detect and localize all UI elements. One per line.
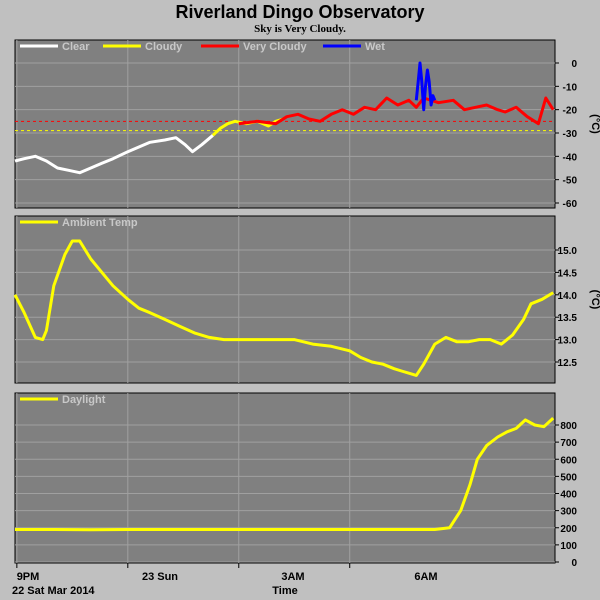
x-tick-label: 9PM	[17, 571, 40, 583]
legend-label: Wet	[365, 41, 385, 53]
y-tick-label: 15.0	[558, 246, 578, 257]
daylight-panel: 800 700 600 500 400 300 200 100 0 Daylight	[14, 392, 577, 569]
y-tick-label: 300	[560, 507, 577, 518]
y-tick-label: -60	[563, 199, 578, 210]
series-line-wet	[414, 61, 437, 112]
y-tick-label: 700	[560, 438, 577, 449]
y-tick-label: 500	[560, 472, 577, 483]
legend-label: Ambient Temp	[62, 217, 138, 229]
y-tick-label: 400	[560, 490, 577, 501]
plot-area	[14, 392, 556, 564]
x-axis-title: Time	[272, 585, 297, 597]
x-tick-label: 3AM	[281, 571, 304, 583]
legend-label: Daylight	[62, 394, 106, 406]
plot-area	[14, 215, 556, 384]
series-line-ambient-temp	[13, 239, 554, 377]
x-axis: 9PM 23 Sun 3AM 6AM	[16, 563, 438, 583]
y-tick-label: 14.0	[558, 291, 578, 302]
plot-area	[14, 39, 556, 209]
y-tick-label: -40	[563, 152, 578, 163]
x-date-label: 22 Sat Mar 2014	[12, 585, 95, 597]
y-tick-label: 800	[560, 421, 577, 432]
y-tick-label: 200	[560, 524, 577, 535]
y-tick-label: -50	[563, 176, 578, 187]
legend-label: Very Cloudy	[243, 41, 307, 53]
series-line-very-cloudy	[238, 96, 555, 126]
ambient-temperature-panel: 15.0 14.5 14.0 13.5 13.0 12.5 (°C) Ambient Temp	[13, 215, 600, 384]
y-tick-label: 0	[571, 59, 577, 70]
y-tick-label: -10	[563, 82, 578, 93]
y-tick-label: 13.0	[558, 336, 578, 347]
y-tick-label: 600	[560, 455, 577, 466]
y-tick-label: 13.5	[558, 313, 578, 324]
series-line-daylight	[15, 416, 555, 532]
x-tick-label: 23 Sun	[142, 571, 178, 583]
y-tick-label: 0	[571, 558, 577, 569]
series-line-clear	[14, 134, 214, 175]
y-tick-label: 14.5	[558, 268, 578, 279]
sky-temperature-panel: 0 -10 -20 -30 -40 -50 -60 (°C) Clear Cloudy Very C…	[14, 39, 600, 210]
y-tick-label: 12.5	[558, 358, 578, 369]
y-tick-label: 100	[560, 541, 577, 552]
chart-title: Riverland Dingo Observatory	[175, 2, 424, 22]
legend-label: Cloudy	[145, 41, 183, 53]
y-unit-label: (°C)	[589, 114, 600, 134]
y-tick-label: -20	[563, 106, 578, 117]
chart-subtitle: Sky is Very Cloudy.	[254, 23, 346, 35]
y-tick-label: -30	[563, 129, 578, 140]
x-tick-label: 6AM	[414, 571, 437, 583]
y-unit-label: (°C)	[589, 290, 600, 310]
legend-label: Clear	[62, 41, 90, 53]
